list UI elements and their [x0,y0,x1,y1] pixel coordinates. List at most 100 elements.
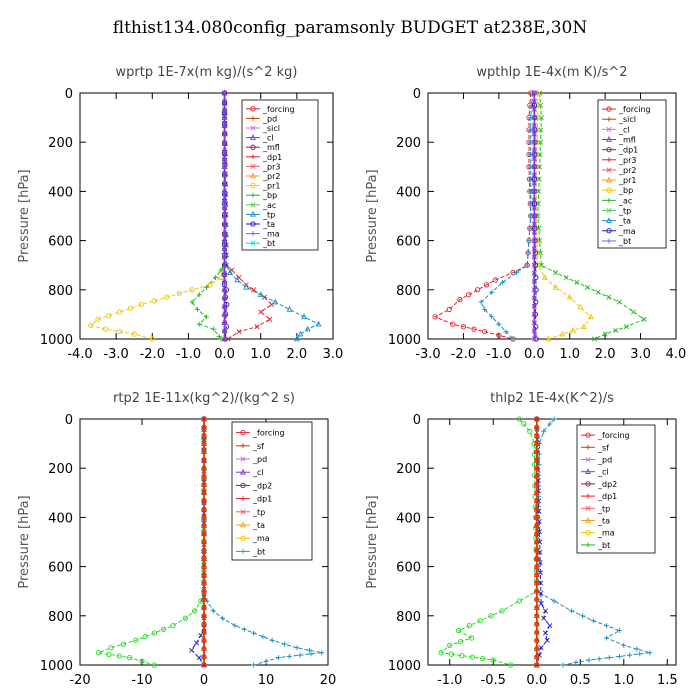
data-point [221,286,228,293]
data-point [531,270,537,276]
legend-entry: _dp1 [597,492,617,501]
data-point [243,283,250,290]
data-point [189,299,195,305]
data-point [634,646,640,652]
series-line [535,93,592,340]
data-point [534,563,540,570]
legend-entry: _pr2 [262,172,280,181]
data-point [516,416,523,422]
data-point [490,657,496,663]
data-point [606,294,612,300]
legend-entry: _dp1 [252,495,272,504]
x-tick-label: 4.0 [666,347,687,362]
data-point [106,312,112,319]
y-tick-label: 0 [413,87,421,102]
data-point [221,138,228,145]
y-tick-label: 400 [48,185,73,200]
data-point [534,457,540,463]
data-point [182,615,189,621]
data-point [531,311,537,317]
legend-swatch-marker [606,106,612,112]
data-point [221,105,228,112]
data-point [537,559,543,566]
data-point [201,604,207,611]
data-point [531,90,537,96]
y-tick-label: 600 [396,235,421,250]
data-point [531,229,537,235]
data-point [534,645,540,652]
data-point [531,262,537,268]
data-point [534,514,540,521]
series-line [433,92,532,340]
data-point [201,473,207,480]
data-point [480,655,486,662]
data-point [534,506,540,512]
data-point [613,327,619,333]
data-point [196,292,202,298]
data-point [221,302,228,309]
data-point [531,320,537,326]
y-tick-label: 0 [413,413,421,428]
data-point [542,630,548,636]
legend-entry: _bp [618,186,633,195]
data-point [544,637,550,643]
data-point [319,650,325,656]
data-point [489,314,495,320]
series-dp1 [95,416,207,668]
data-point [534,621,540,627]
y-tick-label: 800 [396,284,421,299]
legend-swatch-marker [606,176,612,183]
data-point [241,626,247,632]
data-point [531,279,537,285]
data-point [201,481,207,488]
data-point [541,428,547,434]
plot-frame [427,92,677,340]
legend-swatch-marker [606,146,612,153]
legend-swatch-marker [250,115,256,121]
data-point [534,249,541,256]
data-point [142,634,148,640]
data-point [627,652,633,658]
legend-swatch-marker [250,163,256,169]
series-line [89,93,226,340]
data-point [201,547,207,553]
data-point [623,324,629,330]
data-point [570,326,577,333]
x-tick-label: 0.0 [214,347,235,362]
data-point [569,608,575,614]
legend-entry: _ma [262,230,280,239]
data-point [534,572,540,578]
x-tick-label: 20 [320,673,337,688]
data-point [541,274,548,280]
legend-entry: _pr1 [618,176,636,185]
data-point [204,314,209,320]
data-point [95,650,102,656]
legend-box [597,99,667,249]
y-tick-label: 400 [396,511,421,526]
data-point [529,102,535,108]
legend-swatch-marker [250,231,256,237]
data-point [294,645,300,651]
data-point [221,319,228,325]
y-tick-label: 1000 [388,333,421,348]
x-tick-label: -3.0 [103,347,128,362]
data-point [525,250,531,256]
x-tick-label: -1.0 [176,347,201,362]
data-point [218,267,224,273]
legend-swatch-marker [250,182,256,189]
legend-entry: _ta [262,220,275,229]
legend-swatch-marker [585,493,591,499]
data-point [579,613,585,619]
legend: _forcing_pd_sicl_cl_mfl_dp1_pr3_pr2_pr1_… [241,99,319,251]
data-point [534,440,540,447]
data-point [138,301,145,308]
data-point [531,295,537,301]
data-point [221,187,228,194]
legend-swatch-marker [250,154,256,160]
x-tick-label: 2.0 [287,347,308,362]
data-point [534,490,540,496]
legend-swatch-marker [250,125,256,131]
data-point [577,303,584,310]
series-pr1 [88,90,228,342]
legend-swatch-marker [240,456,246,462]
